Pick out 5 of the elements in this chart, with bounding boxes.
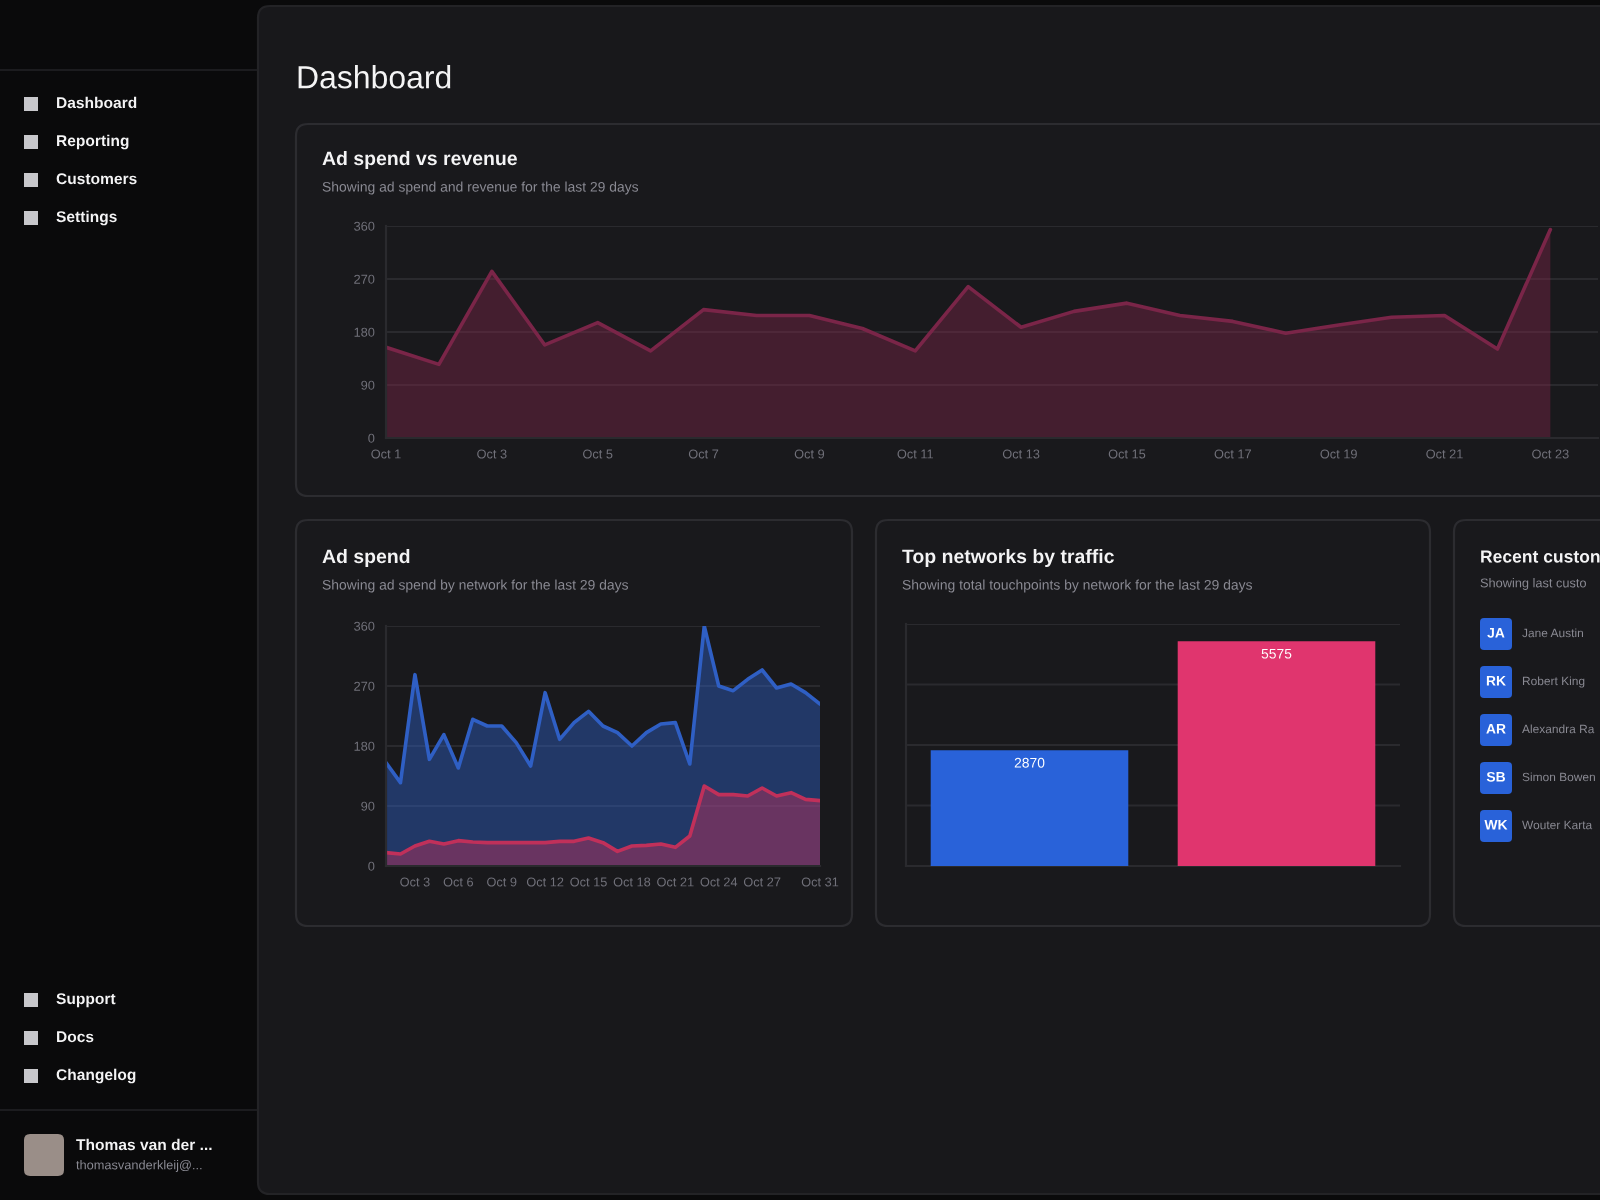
text: Recent custon: [1481, 550, 1600, 563]
chart-title: Ad spend vs revenue: [322, 150, 517, 170]
chart-title: Top networks by traffic: [902, 548, 1114, 568]
text: Dashboard: [298, 65, 451, 89]
chart-title: Ad spend: [322, 548, 410, 568]
